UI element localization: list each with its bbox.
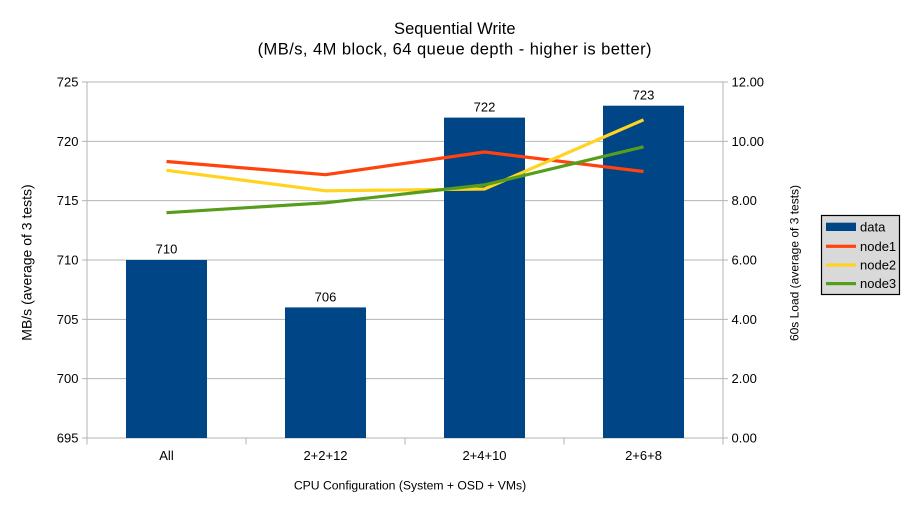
svg-text:722: 722 bbox=[474, 100, 496, 115]
svg-text:12.00: 12.00 bbox=[732, 75, 765, 90]
svg-text:10.00: 10.00 bbox=[732, 134, 765, 149]
svg-text:705: 705 bbox=[57, 312, 79, 327]
svg-text:CPU Configuration (System + OS: CPU Configuration (System + OSD + VMs) bbox=[294, 479, 526, 493]
svg-text:node2: node2 bbox=[860, 258, 896, 273]
svg-text:2+2+12: 2+2+12 bbox=[303, 448, 347, 463]
svg-text:0.00: 0.00 bbox=[732, 431, 757, 446]
svg-text:695: 695 bbox=[57, 431, 79, 446]
svg-text:node1: node1 bbox=[860, 239, 896, 254]
svg-text:700: 700 bbox=[57, 371, 79, 386]
svg-text:2+6+8: 2+6+8 bbox=[625, 448, 662, 463]
svg-text:725: 725 bbox=[57, 75, 79, 90]
svg-text:715: 715 bbox=[57, 193, 79, 208]
svg-text:data: data bbox=[860, 219, 886, 234]
svg-text:710: 710 bbox=[57, 253, 79, 268]
svg-text:720: 720 bbox=[57, 134, 79, 149]
svg-text:6.00: 6.00 bbox=[732, 253, 757, 268]
svg-text:(MB/s, 4M block, 64 queue dept: (MB/s, 4M block, 64 queue depth - higher… bbox=[258, 41, 652, 59]
svg-text:710: 710 bbox=[156, 242, 178, 257]
svg-text:723: 723 bbox=[633, 88, 655, 103]
svg-text:4.00: 4.00 bbox=[732, 312, 757, 327]
svg-text:2.00: 2.00 bbox=[732, 371, 757, 386]
svg-text:706: 706 bbox=[315, 289, 337, 304]
svg-text:All: All bbox=[159, 448, 174, 463]
svg-text:node3: node3 bbox=[860, 276, 896, 291]
svg-text:Sequential Write: Sequential Write bbox=[394, 20, 516, 38]
svg-text:8.00: 8.00 bbox=[732, 193, 757, 208]
svg-text:MB/s (average of 3 tests): MB/s (average of 3 tests) bbox=[19, 184, 35, 340]
svg-text:2+4+10: 2+4+10 bbox=[462, 448, 506, 463]
svg-text:60s Load (average of 3 tests): 60s Load (average of 3 tests) bbox=[788, 185, 802, 341]
